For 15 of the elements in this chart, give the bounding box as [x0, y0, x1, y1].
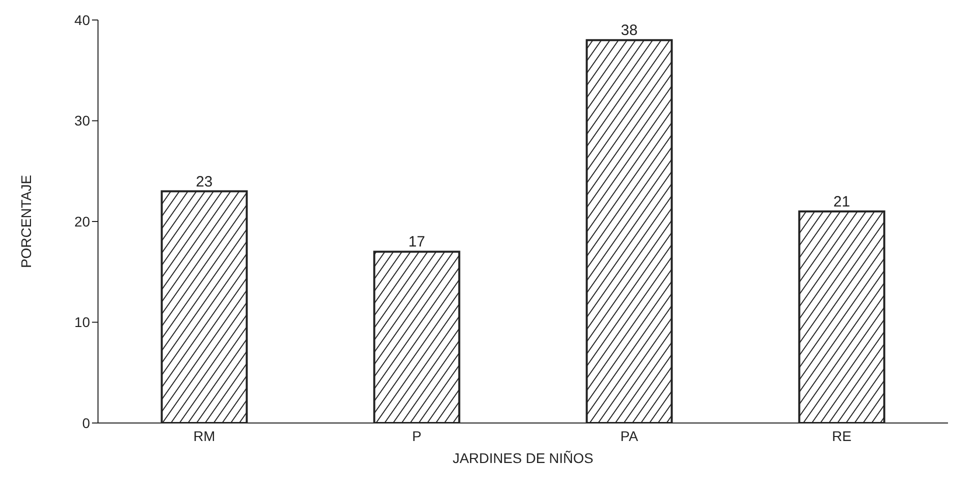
y-axis-title: PORCENTAJE [18, 174, 34, 268]
y-tick-label: 20 [74, 213, 90, 230]
y-tick-label: 40 [74, 12, 90, 28]
data-label: 21 [833, 193, 850, 210]
data-label: 38 [620, 22, 638, 40]
x-tick-label: RE [832, 428, 852, 444]
data-label: 17 [408, 234, 426, 251]
x-tick-label: PA [620, 428, 639, 444]
y-tick-label: 0 [82, 414, 90, 431]
y-tick-label: 10 [74, 314, 90, 330]
x-axis-title: JARDINES DE NIÑOS [452, 450, 594, 466]
x-tick-label: P [412, 428, 422, 444]
y-tick-label: 30 [74, 112, 90, 129]
x-tick-label: RM [193, 428, 216, 444]
data-label: 23 [196, 173, 213, 190]
